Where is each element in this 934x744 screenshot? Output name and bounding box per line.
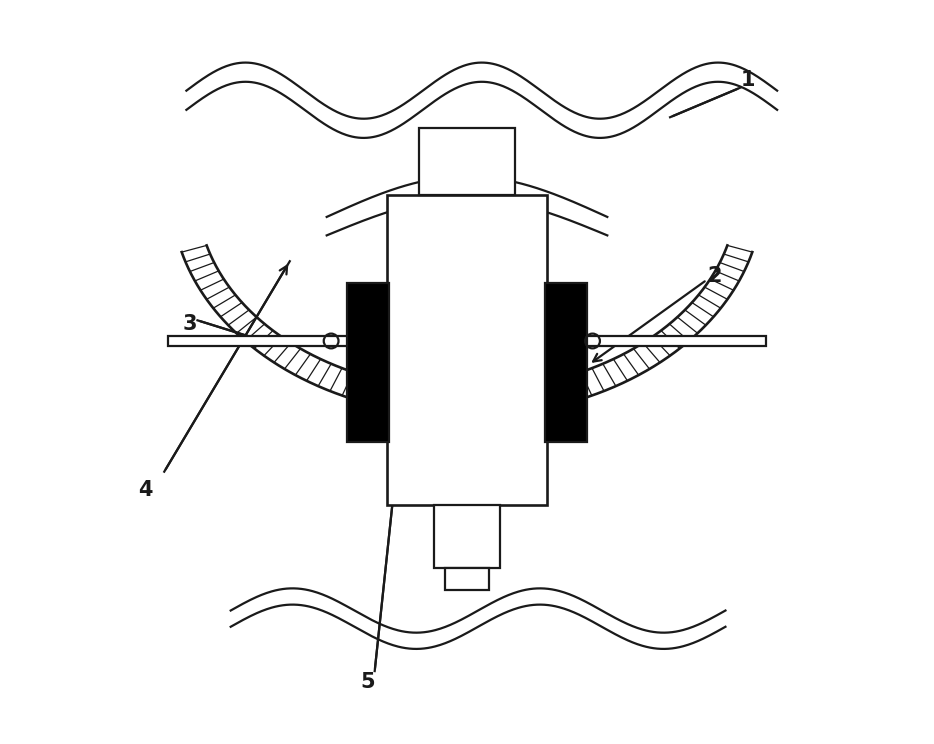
Text: 2: 2: [707, 266, 722, 286]
Text: 4: 4: [138, 480, 153, 500]
Text: 5: 5: [360, 672, 375, 692]
Bar: [347, 283, 389, 442]
Bar: [388, 195, 546, 505]
Bar: [168, 336, 766, 346]
Text: 1: 1: [741, 71, 755, 90]
Bar: [419, 128, 515, 195]
Bar: [445, 568, 489, 590]
Text: 3: 3: [183, 314, 197, 334]
Bar: [545, 283, 587, 442]
Bar: [433, 505, 501, 568]
